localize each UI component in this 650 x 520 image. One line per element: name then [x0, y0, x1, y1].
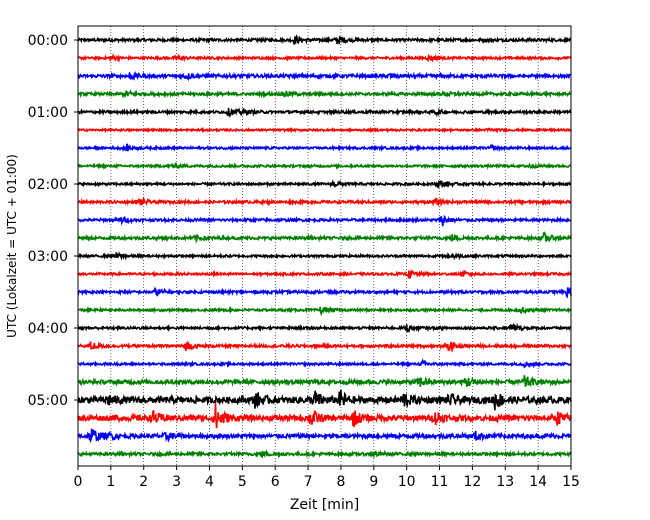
x-tick-label: 15: [562, 474, 580, 490]
trace-row-0330: [77, 286, 572, 299]
trace-row-0000: [77, 33, 572, 46]
plot-frame: [77, 25, 572, 467]
y-axis-label: UTC (Lokalzeit = UTC + 01:00): [5, 154, 19, 338]
x-axis-ticks: 0 1 2 3 4 5 6 7 8 9 10 11 12 13 14 15: [74, 466, 580, 490]
trace-row-0500: [77, 389, 572, 411]
trace-row-0530: [77, 428, 572, 444]
y-axis-ticks: 00:00 01:00 02:00 03:00 04:00 05:00: [28, 33, 78, 409]
x-tick-label: 1: [106, 474, 115, 490]
trace-row-0415: [77, 340, 572, 353]
y-tick-label: 00:00: [28, 33, 68, 49]
x-tick-label: 12: [463, 474, 481, 490]
trace-row-0130: [77, 143, 572, 153]
x-tick-label: 13: [496, 474, 514, 490]
x-tick-label: 2: [139, 474, 148, 490]
x-tick-label: 11: [431, 474, 449, 490]
x-tick-label: 3: [172, 474, 181, 490]
x-tick-label: 6: [271, 474, 280, 490]
x-tick-label: 10: [398, 474, 416, 490]
trace-row-0215: [77, 196, 572, 208]
y-tick-label: 03:00: [28, 249, 68, 265]
x-tick-label: 14: [529, 474, 547, 490]
x-tick-label: 8: [336, 474, 345, 490]
trace-row-0200: [77, 179, 572, 189]
trace-row-0345: [77, 305, 572, 317]
trace-row-0230: [77, 214, 572, 227]
x-axis-label: Zeit [min]: [290, 497, 359, 513]
trace-row-0515: [77, 403, 572, 429]
trace-row-0115: [77, 126, 572, 134]
trace-row-0045: [77, 89, 572, 99]
y-tick-label: 02:00: [28, 177, 68, 193]
trace-row-0445: [77, 375, 572, 388]
trace-row-0145: [77, 162, 572, 171]
trace-row-0300: [77, 250, 572, 261]
trace-row-0430: [77, 358, 572, 369]
x-tick-label: 9: [369, 474, 378, 490]
trace-row-0315: [77, 269, 572, 280]
trace-rows: [77, 33, 572, 459]
x-tick-label: 5: [238, 474, 247, 490]
y-tick-label: 01:00: [28, 105, 68, 121]
trace-row-0030: [77, 70, 572, 82]
trace-row-0400: [77, 322, 572, 333]
x-tick-label: 7: [304, 474, 313, 490]
trace-row-0100: [77, 107, 572, 118]
y-tick-label: 05:00: [28, 393, 68, 409]
x-tick-label: 0: [74, 474, 83, 490]
trace-row-0015: [77, 52, 572, 63]
y-tick-label: 04:00: [28, 321, 68, 337]
trace-row-0545: [77, 449, 572, 459]
x-tick-label: 4: [205, 474, 214, 490]
trace-row-0245: [77, 231, 572, 244]
